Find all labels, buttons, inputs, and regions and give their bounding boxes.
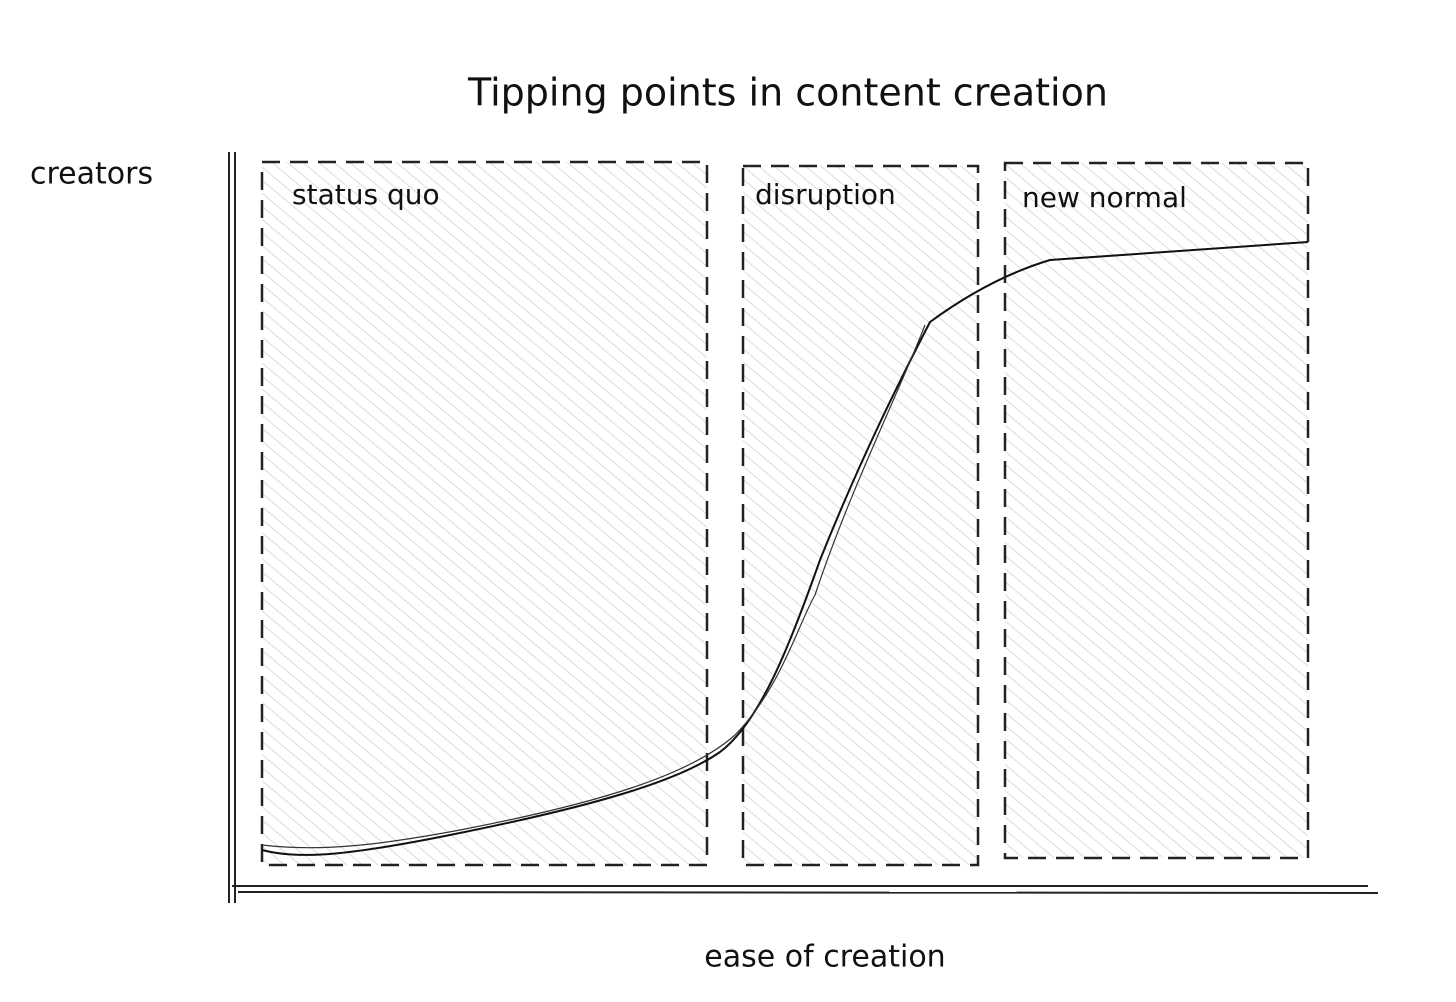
title: Tipping points in content creation (467, 71, 1108, 115)
y-axis-label: creators (30, 157, 153, 192)
region-label: status quo (292, 178, 440, 211)
region-box (1003, 161, 1310, 860)
x-axis-label: ease of creation (704, 940, 945, 975)
s-curve-sketch (261, 324, 926, 849)
region-label: disruption (755, 178, 896, 211)
region-box (741, 164, 980, 867)
region-label: new normal (1022, 181, 1187, 214)
region-box (260, 160, 709, 867)
x-axis (237, 891, 1379, 894)
s-curve (261, 241, 1309, 856)
